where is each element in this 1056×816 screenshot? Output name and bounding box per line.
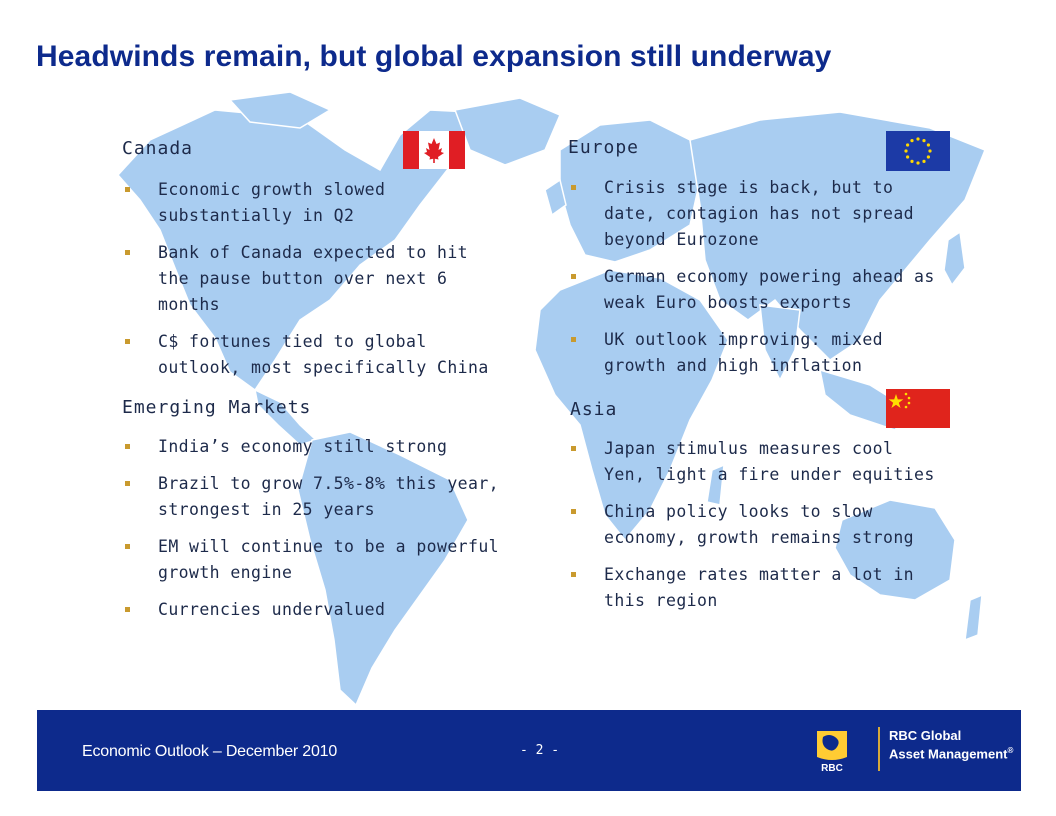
brand-line-1: RBC Global <box>889 728 962 743</box>
list-item: India’s economy still strong <box>122 434 500 460</box>
eu-flag-icon <box>886 131 950 171</box>
list-item: Crisis stage is back, but to date, conta… <box>568 175 940 253</box>
bullet-icon <box>571 274 576 279</box>
canada-heading: Canada <box>122 138 194 159</box>
canada-bullet-list: Economic growth slowed substantially in … <box>122 177 497 392</box>
asia-bullet-list: Japan stimulus measures cool Yen, light … <box>568 436 940 625</box>
bullet-icon <box>125 607 130 612</box>
bullet-icon <box>571 185 576 190</box>
registered-mark: ® <box>1007 746 1014 755</box>
list-item: Currencies undervalued <box>122 597 500 623</box>
bullet-icon <box>571 446 576 451</box>
bullet-icon <box>125 339 130 344</box>
list-item: German economy powering ahead as weak Eu… <box>568 264 940 316</box>
brand-divider <box>878 727 880 771</box>
india-shape <box>759 304 801 382</box>
europe-shape <box>559 119 701 263</box>
south-america-shape <box>297 431 469 707</box>
bullet-icon <box>125 544 130 549</box>
europe-heading: Europe <box>568 137 640 158</box>
uk-shape <box>544 178 567 217</box>
central-america-shape <box>253 388 318 446</box>
canada-flag-icon <box>403 131 465 169</box>
list-item: Economic growth slowed substantially in … <box>122 177 497 229</box>
china-flag-icon <box>886 389 950 428</box>
list-item: Exchange rates matter a lot in this regi… <box>568 562 940 614</box>
page-title: Headwinds remain, but global expansion s… <box>36 40 832 73</box>
emerging-markets-heading: Emerging Markets <box>122 397 312 418</box>
list-item: Japan stimulus measures cool Yen, light … <box>568 436 940 488</box>
bullet-icon <box>125 481 130 486</box>
asia-shape <box>689 111 986 361</box>
footer-bar: Economic Outlook – December 2010 - 2 - R… <box>37 710 1021 791</box>
africa-shape <box>534 269 729 542</box>
rbc-logo-text: RBC <box>821 763 843 774</box>
footer-text: Economic Outlook – December 2010 <box>82 743 338 760</box>
list-item: C$ fortunes tied to global outlook, most… <box>122 329 497 381</box>
page-number: - 2 - <box>520 743 560 758</box>
emerging-markets-bullet-list: India’s economy still strong Brazil to g… <box>122 434 500 634</box>
list-item: Brazil to grow 7.5%-8% this year, strong… <box>122 471 500 523</box>
list-item: UK outlook improving: mixed growth and h… <box>568 327 940 379</box>
arctic-islands-shape <box>228 91 332 129</box>
australia-shape <box>834 499 956 601</box>
bullet-icon <box>125 187 130 192</box>
japan-shape <box>943 230 966 287</box>
list-item: China policy looks to slow economy, grow… <box>568 499 940 551</box>
rbc-lion-shield-icon: RBC <box>811 727 853 777</box>
rbc-logo: RBC <box>811 727 1021 777</box>
bullet-icon <box>125 444 130 449</box>
list-item: Bank of Canada expected to hit the pause… <box>122 240 497 318</box>
bullet-icon <box>571 572 576 577</box>
list-item: EM will continue to be a powerful growth… <box>122 534 500 586</box>
bullet-icon <box>571 509 576 514</box>
bullet-icon <box>571 337 576 342</box>
bullet-icon <box>125 250 130 255</box>
asia-heading: Asia <box>570 399 618 420</box>
brand-line-2: Asset Management® <box>889 746 1014 762</box>
greenland-shape <box>453 97 561 166</box>
new-zealand-shape <box>964 593 983 642</box>
madagascar-shape <box>706 463 725 506</box>
north-america-shape <box>116 109 472 392</box>
europe-bullet-list: Crisis stage is back, but to date, conta… <box>568 175 940 390</box>
